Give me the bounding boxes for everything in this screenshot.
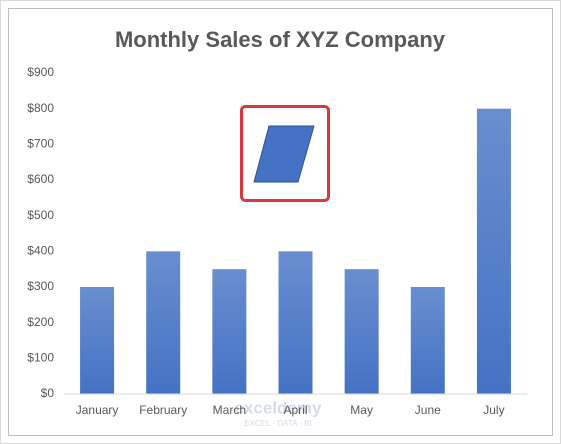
- y-tick-label: $900: [27, 65, 54, 79]
- y-tick-label: $100: [27, 351, 54, 365]
- bar: [80, 287, 115, 394]
- x-tick-label: February: [139, 403, 187, 417]
- y-tick-label: $600: [27, 172, 54, 186]
- x-tick-label: March: [213, 403, 246, 417]
- y-tick-label: $0: [41, 386, 55, 400]
- watermark-name: exceldemy: [235, 398, 322, 417]
- y-tick-label: $300: [27, 279, 54, 293]
- x-tick-label: January: [76, 403, 119, 417]
- bar: [212, 269, 247, 394]
- y-tick-label: $700: [27, 137, 54, 151]
- bar: [146, 251, 181, 394]
- x-tick-label: July: [483, 403, 504, 417]
- x-tick-label: May: [350, 403, 373, 417]
- chart-title: Monthly Sales of XYZ Company: [115, 27, 446, 52]
- y-tick-label: $500: [27, 208, 54, 222]
- highlight-box: [240, 105, 330, 202]
- y-tick-label: $800: [27, 101, 54, 115]
- bar: [410, 287, 445, 394]
- bar: [476, 108, 511, 395]
- y-tick-label: $400: [27, 244, 54, 258]
- x-tick-label: June: [415, 403, 441, 417]
- bar: [278, 251, 313, 394]
- x-tick-label: April: [283, 403, 307, 417]
- parallelogram-shape: [253, 125, 315, 183]
- y-tick-label: $200: [27, 315, 54, 329]
- bar: [344, 269, 379, 394]
- watermark-tagline: EXCEL · DATA · BI: [244, 419, 311, 428]
- watermark: exceldemy EXCEL · DATA · BI: [235, 398, 322, 428]
